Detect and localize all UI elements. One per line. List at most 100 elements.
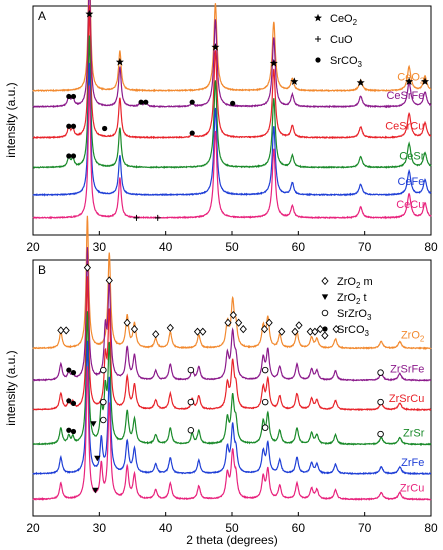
panel-a-series: CeO2 CeSrFe CeSrCu CeSr CeFe CeCu [32,0,432,220]
star-marker [290,77,299,85]
diamond-marker [199,327,207,336]
series-label: ZrO2 [401,329,425,343]
panel-b-legend: ZrO2 m ZrO2 t SrZrO3 SrCO3 [321,276,373,338]
series-line-zrcu [32,366,432,501]
diamond-marker [311,327,319,336]
triangle-marker [90,421,97,427]
dot-marker [189,130,195,136]
diamond-marker [224,318,232,327]
x-tick-label: 70 [358,521,372,535]
panel-a-legend: CeO2 CuO SrCO3 [314,13,363,69]
circle-marker [377,398,384,406]
series-line-cesr [32,35,432,170]
series-line-cecu [32,85,432,220]
dot-marker [66,123,72,129]
legend-label: SrCO3 [337,324,370,338]
diamond-marker [166,323,174,332]
panel-b-ylabel: intensity (a.u.) [4,350,18,425]
series-label: CeSr [399,150,424,162]
x-tick-label: 20 [26,240,40,254]
diamond-marker [83,263,91,272]
dot-marker [70,93,77,100]
legend-label: ZrO2 t [337,292,367,306]
diamond-marker [306,327,314,336]
diamond-marker [332,325,340,334]
dot-marker [70,370,77,376]
panel-a-x-axis: 20 30 40 50 60 70 80 [26,231,438,254]
series-label: ZrCu [400,482,424,494]
series-line-ceo2 [32,0,432,93]
star-marker [356,78,365,87]
legend-label: CuO [330,34,353,46]
x-tick-label: 40 [159,240,173,254]
dot-marker [138,99,144,105]
panel-b-x-axis: 20 30 40 50 60 70 80 [26,512,438,535]
diamond-marker [152,330,160,339]
diamond-marker [229,310,237,320]
series-label: ZrSrFe [390,363,424,375]
x-tick-label: 50 [225,240,239,254]
panel-b-xlabel: 2 theta (degrees) [186,533,277,547]
legend-label: SrCO3 [330,55,363,69]
diamond-marker [235,318,243,327]
star-marker [405,77,414,85]
diamond-marker [295,321,303,330]
panel-a-ylabel: intensity (a.u.) [4,82,18,157]
panel-b-markers [57,263,384,494]
x-tick-label: 60 [292,521,306,535]
diamond-marker [321,331,329,340]
diamond-marker [265,318,273,327]
star-marker [85,9,94,18]
x-tick-label: 80 [424,521,438,535]
diamond-marker [123,318,131,327]
series-label: ZrSr [403,427,425,439]
legend-diamond-icon [321,276,329,286]
dot-marker [70,400,77,406]
series-label: CeCu [396,199,424,211]
dot-marker [102,125,108,132]
series-line-zro2 [32,215,432,351]
dot-marker [143,99,149,105]
x-tick-label: 70 [358,240,372,254]
panel-a: A intensity (a.u.) 20 30 40 50 60 70 80 CeO2Ce… [4,0,438,254]
legend-label: CeO2 [330,13,358,27]
legend-dot-icon [315,57,321,63]
x-tick-label: 30 [93,240,107,254]
dot-marker [70,428,77,435]
circle-marker [100,398,107,406]
circle-marker [100,366,107,374]
dot-marker [70,123,77,129]
x-tick-label: 20 [26,521,40,535]
legend-circle-icon [321,309,329,317]
x-tick-label: 80 [424,240,438,254]
circle-marker [261,366,269,374]
x-tick-label: 40 [159,521,173,535]
series-label: ZrSrCu [389,393,424,405]
triangle-marker [92,487,99,494]
diamond-marker [193,327,202,336]
cross-marker [133,214,140,221]
dot-marker [66,93,72,100]
diamond-marker [57,326,65,335]
diamond-marker [239,325,247,334]
circle-marker [377,430,384,438]
diamond-marker [278,327,286,336]
triangle-marker [94,455,101,462]
star-marker [269,59,278,67]
dot-marker [66,398,72,404]
circle-marker [377,369,384,376]
series-label: ZrFe [401,457,424,469]
circle-marker [187,366,195,374]
series-line-zrsrfe [32,247,432,382]
panel-b-series: ZrO2 ZrSrFe ZrSrCu ZrSr ZrFe ZrCu [32,215,432,501]
star-marker [115,57,124,66]
dot-marker [189,99,195,105]
legend-star-icon [314,13,322,22]
legend-cross-icon [315,36,321,42]
circle-marker [187,398,195,406]
panel-b: B intensity (a.u.) 2 theta (degrees) 20 3… [4,215,438,547]
panel-a-markers [66,9,430,221]
diamond-marker [62,326,70,335]
series-line-cesrcu [32,5,432,140]
